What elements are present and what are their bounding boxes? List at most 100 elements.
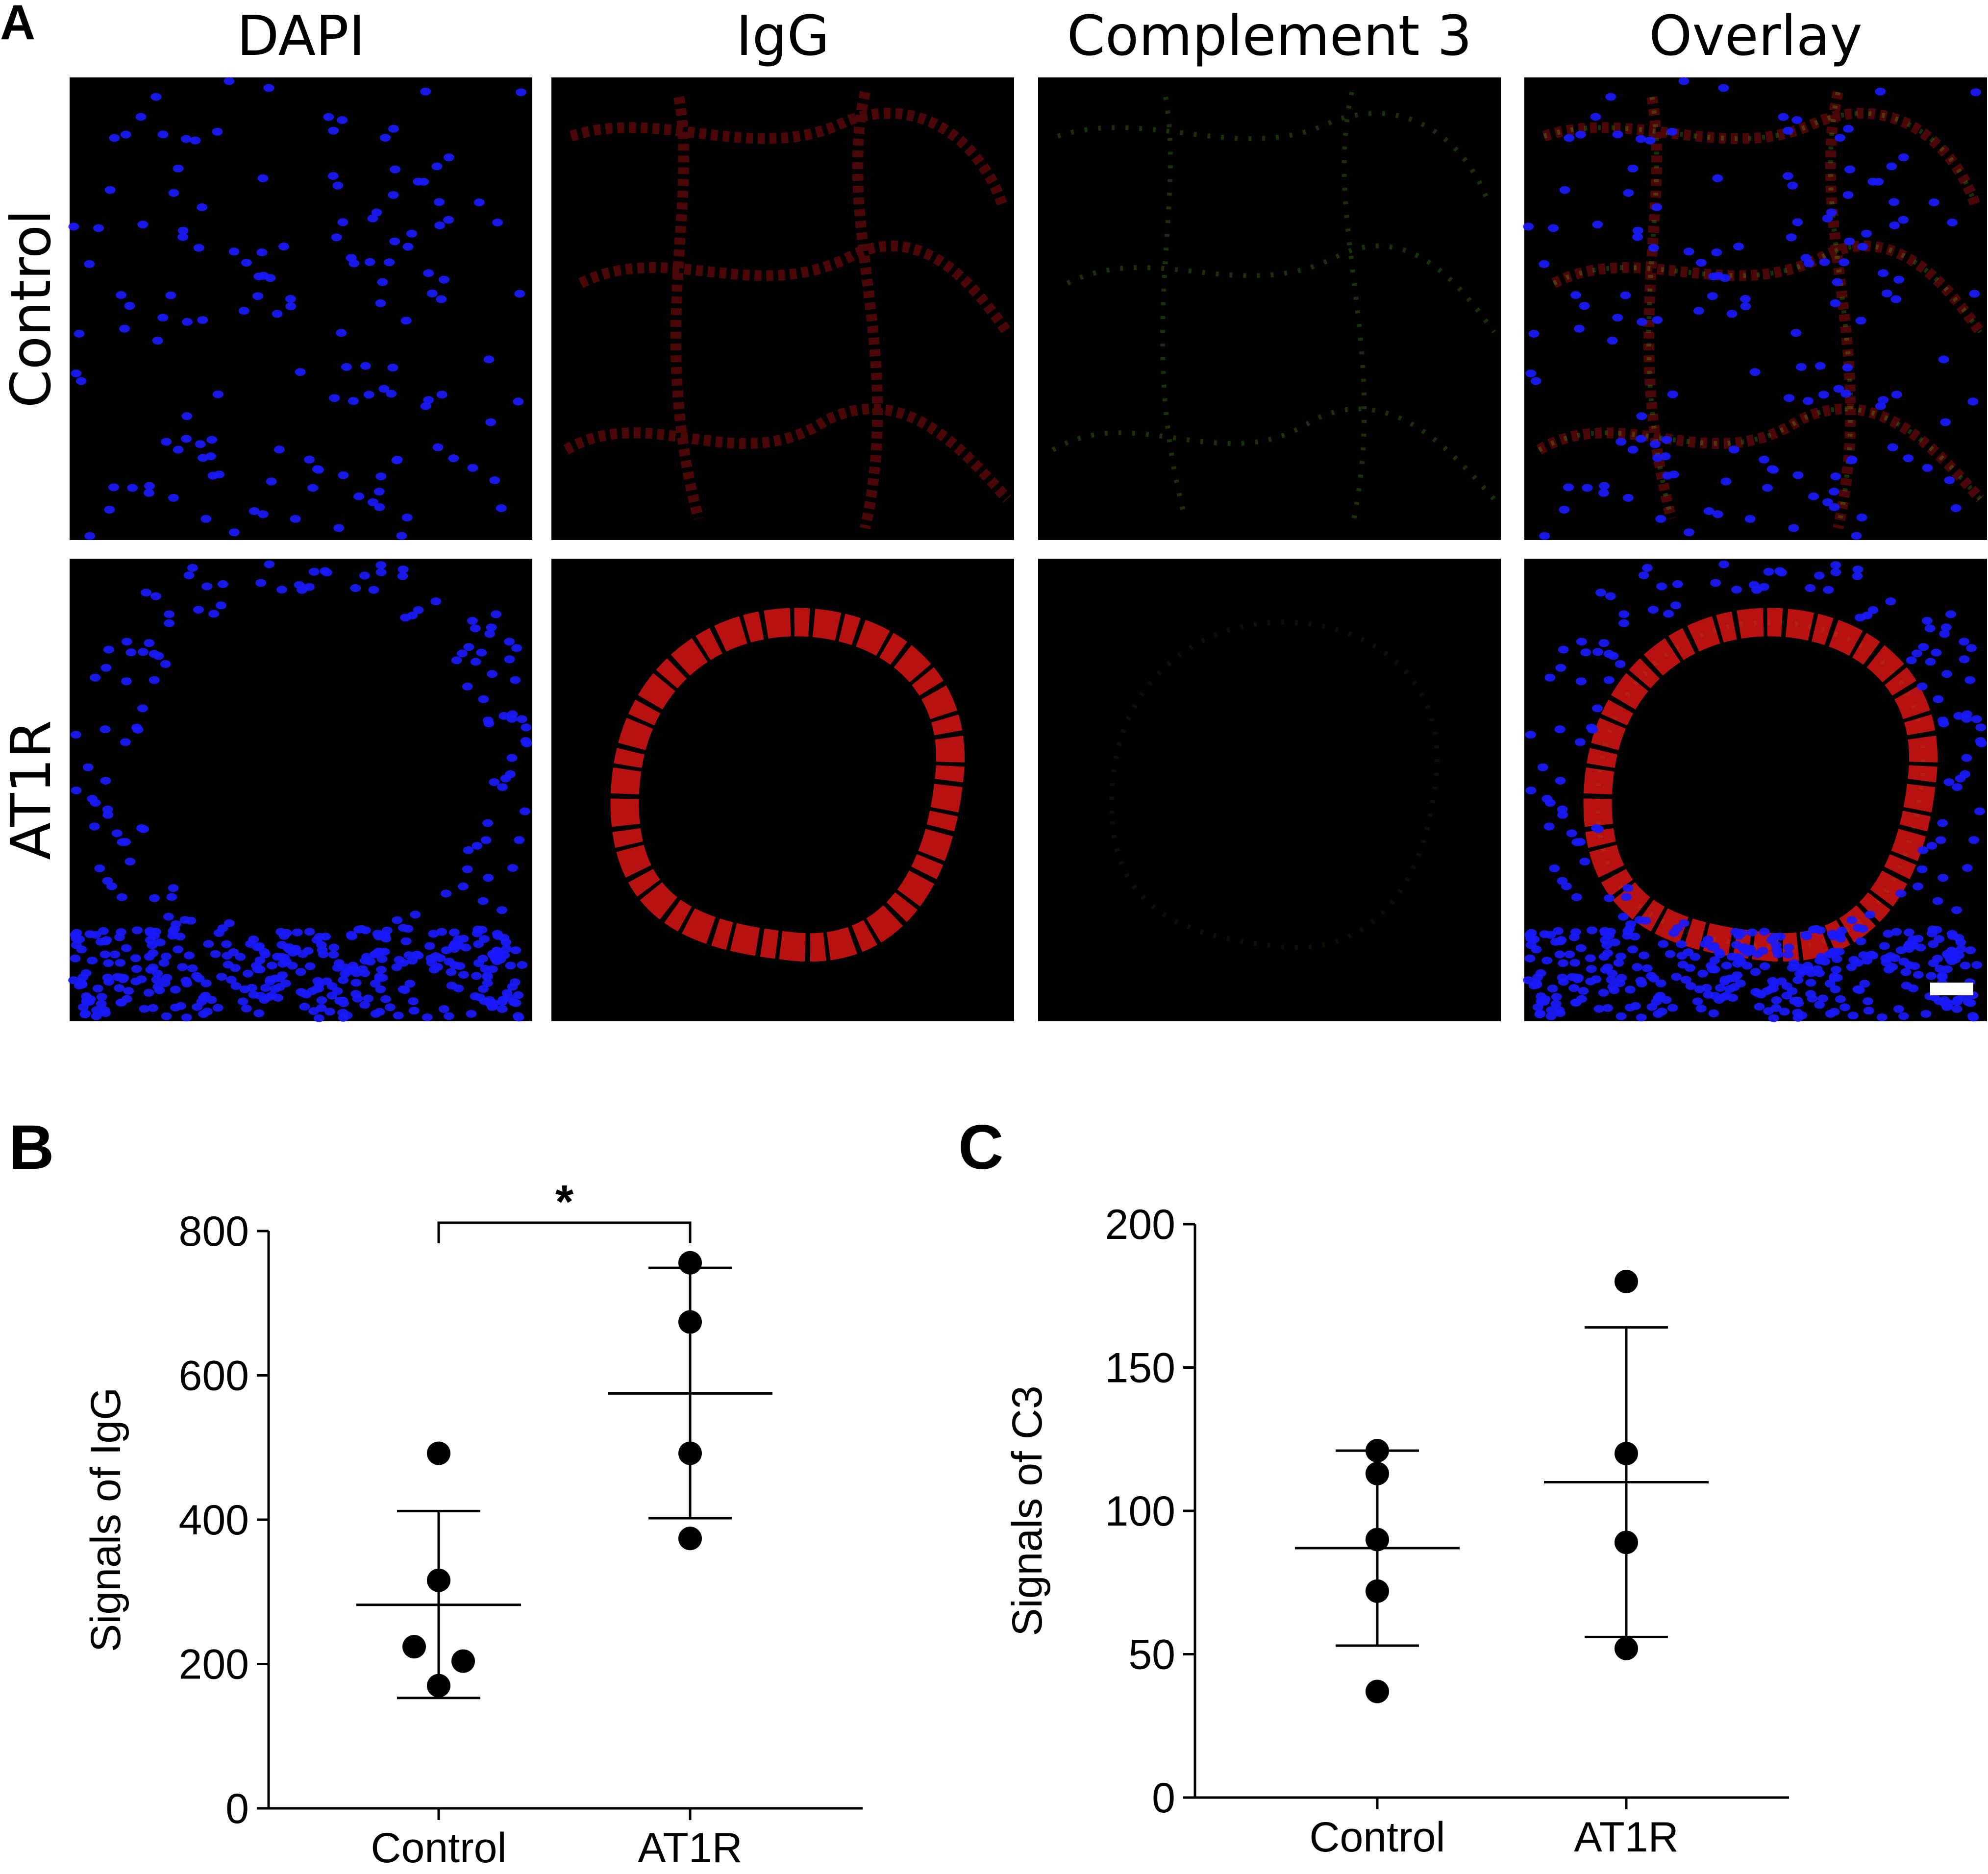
dapi-nucleus <box>1640 916 1651 925</box>
dapi-nucleus <box>1537 763 1548 771</box>
dapi-nucleus <box>1788 959 1799 967</box>
dapi-nucleus <box>168 884 179 892</box>
dapi-nucleus <box>304 928 315 936</box>
dapi-nucleus <box>1768 933 1780 941</box>
dapi-nucleus <box>338 1013 349 1022</box>
dapi-nucleus <box>1572 975 1583 984</box>
dapi-nucleus <box>197 316 208 324</box>
dapi-nucleus <box>1791 116 1803 124</box>
dapi-nucleus <box>1953 712 1964 720</box>
micrograph-control-complement-3 <box>1038 77 1501 540</box>
dapi-nucleus <box>1840 390 1852 398</box>
dapi-nucleus <box>500 774 511 783</box>
dapi-nucleus <box>1627 164 1639 173</box>
dapi-nucleus <box>1855 317 1866 325</box>
dapi-nucleus <box>1913 882 1923 890</box>
dapi-nucleus <box>285 302 297 310</box>
dapi-nucleus <box>1523 976 1534 985</box>
dapi-nucleus <box>1883 965 1894 974</box>
dapi-nucleus <box>1782 172 1793 180</box>
dapi-nucleus <box>350 979 362 987</box>
dapi-nucleus <box>1615 1012 1627 1020</box>
dapi-nucleus <box>1758 583 1769 591</box>
dapi-nucleus <box>1898 1012 1909 1020</box>
dapi-nucleus <box>1711 248 1722 256</box>
dapi-nucleus <box>1635 977 1646 985</box>
y-axis-title: Signals of C3 <box>1004 1385 1051 1636</box>
dapi-nucleus <box>1695 259 1707 267</box>
dapi-nucleus <box>424 942 435 950</box>
dapi-nucleus <box>275 928 287 936</box>
dapi-nucleus <box>1663 610 1674 618</box>
dapi-nucleus <box>165 291 176 299</box>
dapi-nucleus <box>1843 124 1854 133</box>
dapi-nucleus <box>121 638 132 646</box>
dapi-nucleus <box>157 314 169 322</box>
dapi-nucleus <box>1940 418 1951 426</box>
dapi-nucleus <box>1539 260 1550 268</box>
dapi-nucleus <box>1951 906 1962 914</box>
dapi-nucleus <box>70 731 81 739</box>
dapi-nucleus <box>393 1011 404 1020</box>
dapi-nucleus <box>144 639 155 647</box>
dapi-nucleus <box>1873 177 1884 186</box>
dapi-nucleus <box>1551 993 1562 1001</box>
dapi-nucleus <box>74 981 85 989</box>
dapi-nucleus <box>1959 655 1970 664</box>
micrograph-at1r-complement-3 <box>1038 559 1501 1021</box>
dapi-nucleus <box>1557 811 1568 819</box>
dapi-nucleus <box>1803 397 1814 405</box>
dapi-nucleus <box>423 269 434 277</box>
dapi-nucleus <box>241 259 252 267</box>
dapi-nucleus <box>418 177 429 186</box>
dapi-nucleus <box>1755 990 1766 999</box>
dapi-nucleus <box>1712 510 1723 518</box>
dapi-nucleus <box>311 985 322 993</box>
dapi-nucleus <box>1913 971 1924 979</box>
dapi-nucleus <box>328 126 339 135</box>
dapi-nucleus <box>75 377 87 385</box>
dapi-nucleus <box>1951 1005 1963 1013</box>
dapi-nucleus <box>1559 186 1570 194</box>
dapi-nucleus <box>152 983 164 991</box>
dapi-nucleus <box>1875 87 1886 96</box>
dapi-nucleus <box>420 402 431 410</box>
dapi-nucleus <box>127 484 138 492</box>
dapi-nucleus <box>1846 916 1858 924</box>
dapi-nucleus <box>1856 514 1867 521</box>
dapi-nucleus <box>434 221 446 229</box>
dapi-nucleus <box>388 191 399 199</box>
dapi-nucleus <box>1690 953 1701 961</box>
dapi-nucleus <box>1726 310 1738 318</box>
dapi-nucleus <box>364 258 375 266</box>
dapi-nucleus <box>506 754 518 762</box>
dapi-nucleus <box>303 583 315 591</box>
dapi-nucleus <box>375 568 387 576</box>
dapi-nucleus <box>1624 986 1636 994</box>
dapi-nucleus <box>1558 645 1569 654</box>
dapi-nucleus <box>376 955 388 963</box>
dapi-nucleus <box>1595 589 1606 597</box>
dapi-nucleus <box>160 660 171 668</box>
dapi-nucleus <box>216 601 226 610</box>
dapi-nucleus <box>1524 954 1536 962</box>
dapi-nucleus <box>443 216 454 224</box>
dapi-nucleus <box>1926 841 1938 850</box>
dapi-nucleus <box>1790 329 1802 337</box>
dapi-nucleus <box>1627 445 1639 454</box>
dapi-nucleus <box>350 584 361 592</box>
dapi-nucleus <box>292 928 303 937</box>
dapi-nucleus <box>428 965 440 974</box>
dapi-nucleus <box>302 947 314 955</box>
dapi-nucleus <box>480 965 491 973</box>
dapi-nucleus <box>1555 664 1566 672</box>
dapi-nucleus <box>1719 977 1730 986</box>
micrograph-background <box>70 77 532 540</box>
dapi-nucleus <box>241 1004 252 1012</box>
dapi-nucleus <box>389 237 400 246</box>
dapi-nucleus <box>1814 571 1825 580</box>
dapi-nucleus <box>472 841 483 850</box>
dapi-nucleus <box>1792 218 1803 226</box>
dapi-nucleus <box>462 682 473 690</box>
dapi-nucleus <box>212 1004 224 1012</box>
